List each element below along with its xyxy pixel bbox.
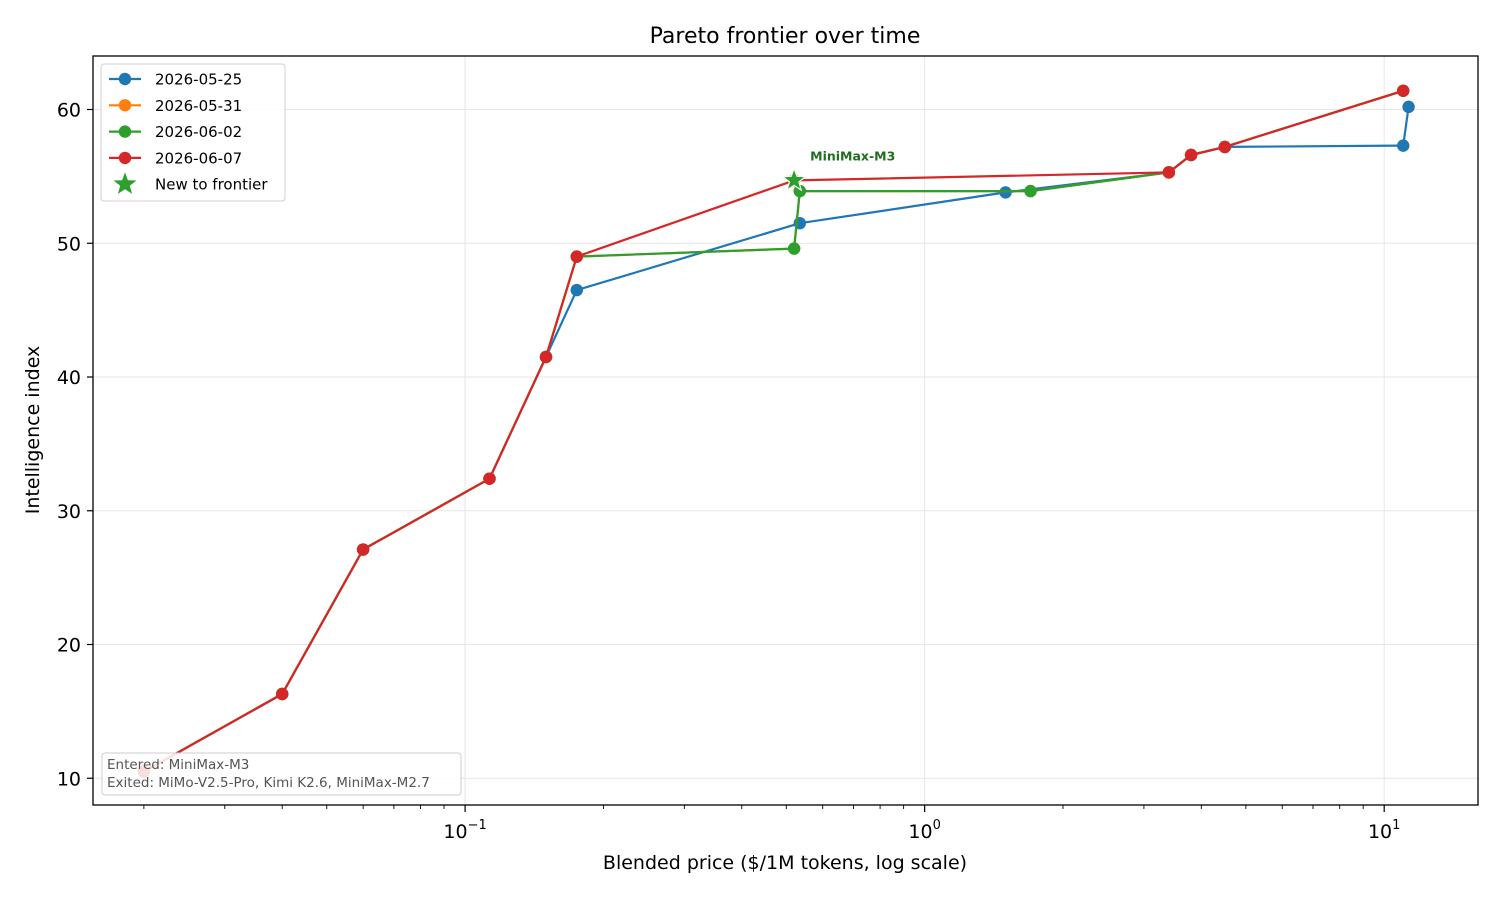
data-point <box>1397 139 1410 152</box>
data-point <box>793 184 807 198</box>
y-tick-label: 50 <box>57 233 81 255</box>
data-point <box>1218 140 1232 154</box>
x-tick-label: 101 <box>1368 818 1400 843</box>
legend-star-icon <box>113 172 137 194</box>
x-axis-label: Blended price ($/1M tokens, log scale) <box>603 852 967 874</box>
data-point <box>483 472 496 485</box>
data-point <box>1397 84 1410 97</box>
annotation-box: Entered: MiniMax-M3 Exited: MiMo-V2.5-Pr… <box>101 752 462 796</box>
data-point <box>539 350 553 364</box>
x-tick-label: 10−1 <box>443 818 486 843</box>
legend-swatch-marker <box>118 151 132 165</box>
data-point <box>1402 100 1415 114</box>
data-point <box>1162 166 1176 179</box>
data-point <box>1024 184 1037 198</box>
legend-label: 2026-05-31 <box>155 97 242 115</box>
data-point <box>999 186 1012 199</box>
legend-box <box>100 63 286 202</box>
new-to-frontier-layer: MiniMax-M3 <box>781 148 895 192</box>
new-frontier-star-marker <box>781 166 808 192</box>
data-point <box>570 250 583 263</box>
legend-swatch-marker <box>118 72 132 86</box>
series-layer <box>137 84 1415 778</box>
legend-label: New to frontier <box>155 176 268 194</box>
y-axis-label: Intelligence index <box>22 346 44 515</box>
legend: 2026-05-25 2026-05-31 2026-06-02 2026-06-07… <box>100 63 286 202</box>
chart-title: Pareto frontier over time <box>650 24 921 49</box>
axis-ticks: 10 20 30 40 50 60 10−1 100 101 <box>57 100 1401 844</box>
annotation-box-frame <box>101 752 462 796</box>
new-frontier-point-label: MiniMax-M3 <box>810 148 895 163</box>
y-tick-label: 30 <box>57 501 81 523</box>
plot-frame <box>92 55 1479 806</box>
data-point <box>787 242 801 255</box>
y-tick-label: 60 <box>57 100 81 122</box>
legend-swatch-marker <box>118 125 132 138</box>
x-tick-label: 100 <box>908 818 940 843</box>
data-point <box>276 687 289 701</box>
data-point <box>570 283 583 297</box>
legend-label: 2026-06-02 <box>155 123 242 141</box>
data-point <box>356 543 370 556</box>
legend-entries: 2026-05-25 2026-05-31 2026-06-02 2026-06-07… <box>109 71 268 194</box>
annotation-entered: Entered: MiniMax-M3 <box>107 757 249 773</box>
y-tick-label: 40 <box>57 367 81 389</box>
legend-label: 2026-05-25 <box>155 71 242 89</box>
y-tick-label: 20 <box>57 635 81 657</box>
legend-label: 2026-06-07 <box>155 149 242 167</box>
legend-swatch-marker <box>118 99 132 112</box>
y-tick-label: 10 <box>57 768 81 790</box>
annotation-exited: Exited: MiMo-V2.5-Pro, Kimi K2.6, MiniMa… <box>107 775 430 791</box>
data-point <box>1184 148 1198 162</box>
